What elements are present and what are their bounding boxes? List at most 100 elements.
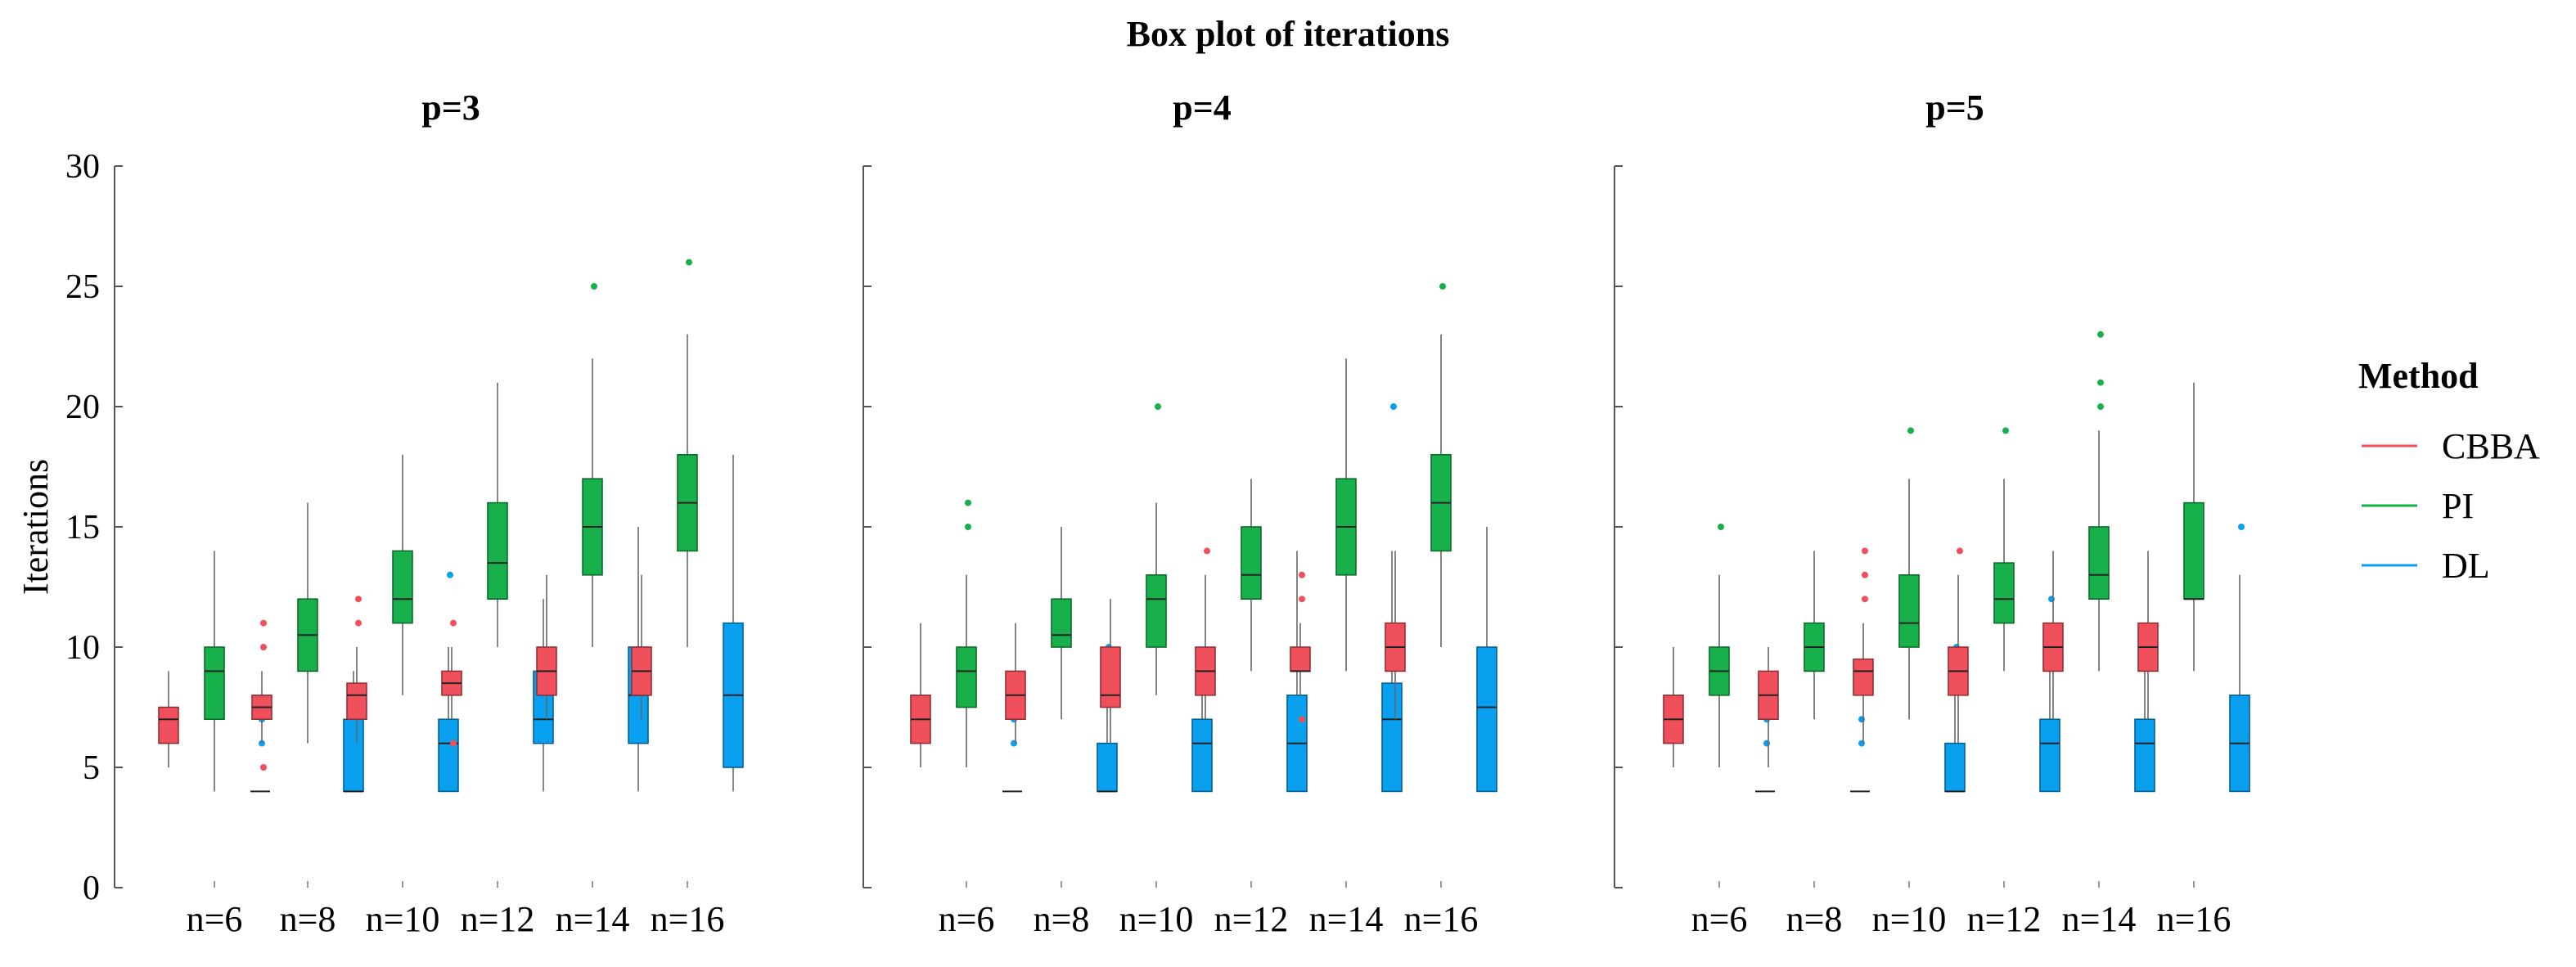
outlier-point: [260, 619, 267, 627]
box: [2134, 718, 2155, 793]
x-tick-label: n=10: [1872, 899, 1947, 939]
y-tick-label: 30: [65, 148, 100, 186]
box-dl-n6: [1002, 716, 1022, 793]
x-tick-label: n=10: [366, 899, 440, 939]
x-tick-label: n=8: [280, 899, 336, 939]
y-tick-label: 20: [65, 389, 100, 426]
box: [1146, 573, 1167, 648]
box: [204, 646, 225, 720]
box: [1097, 742, 1118, 793]
box: [158, 706, 179, 744]
box-cbba-n16: [2137, 551, 2159, 720]
outlier-point: [450, 740, 457, 747]
box-cbba-n12: [441, 619, 462, 747]
outlier-point: [2002, 427, 2009, 434]
box-dl-n10: [438, 571, 459, 793]
y-tick-label: 0: [83, 870, 100, 907]
outlier-point: [686, 259, 692, 266]
box-dl-n16: [723, 454, 744, 792]
box-pi-n14: [2088, 331, 2110, 672]
outlier-point: [1862, 547, 1868, 555]
box-cbba-n14: [2042, 551, 2064, 720]
box-cbba-n6: [1663, 647, 1684, 767]
outlier-point: [1862, 571, 1868, 578]
chart-title: Box plot of iterations: [1126, 14, 1450, 54]
box-cbba-n14: [536, 574, 557, 720]
box-cbba-n12: [1195, 547, 1216, 720]
box-pi-n14: [582, 283, 603, 647]
y-tick-label: 10: [65, 629, 100, 667]
box-pi-n6: [1709, 524, 1730, 767]
box-pi-n6: [204, 551, 225, 792]
x-tick-label: n=6: [939, 899, 995, 939]
x-tick-label: n=14: [556, 899, 630, 939]
outlier-point: [1299, 716, 1305, 723]
box: [346, 682, 367, 720]
box-dl-n14: [2134, 647, 2155, 793]
outlier-point: [1718, 524, 1724, 530]
y-axis-label: Iterations: [16, 459, 56, 595]
x-tick-label: n=14: [1309, 899, 1384, 939]
box-cbba-n10: [1853, 547, 1874, 744]
box-cbba-n10: [346, 596, 367, 744]
box-cbba-n8: [1005, 623, 1026, 744]
box-pi-n16: [1430, 283, 1452, 647]
box: [2183, 501, 2204, 600]
legend-title: Method: [2358, 356, 2479, 396]
box-pi-n8: [1051, 527, 1072, 720]
x-tick-label: n=6: [187, 899, 243, 939]
outlier-point: [965, 499, 971, 506]
box: [2039, 718, 2060, 793]
box-pi-n6: [956, 499, 977, 767]
outlier-point: [591, 283, 597, 290]
box-pi-n14: [1335, 358, 1357, 672]
box-dl-n8: [1097, 644, 1118, 793]
box-cbba-n12: [1948, 547, 1969, 744]
box-pi-n8: [1804, 551, 1825, 720]
outlier-point: [1439, 283, 1446, 290]
x-tick-label: n=10: [1119, 899, 1194, 939]
outlier-point: [260, 764, 267, 771]
outlier-point: [1862, 596, 1868, 603]
outlier-point: [260, 644, 267, 650]
x-tick-label: n=16: [651, 899, 725, 939]
panel-title: p=3: [421, 88, 480, 128]
box: [1290, 646, 1311, 672]
legend: Method CBBA PI DL: [2358, 356, 2540, 586]
panel-p-3: p=3 n=6 n=8 n=10 n=12 n=14 n=16: [114, 88, 744, 939]
outlier-point: [2097, 403, 2104, 410]
box: [1853, 658, 1874, 696]
box-pi-n12: [1993, 427, 2015, 672]
box-pi-n16: [2183, 382, 2204, 672]
box-cbba-n8: [1758, 647, 1779, 767]
x-tick-label: n=8: [1786, 899, 1843, 939]
x-tick-label: n=12: [461, 899, 535, 939]
outlier-point: [1907, 427, 1914, 434]
box-cbba-n16: [1385, 551, 1406, 720]
box-pi-n10: [392, 454, 413, 695]
outlier-point: [1957, 547, 1963, 555]
x-tick-label: n=16: [2157, 899, 2231, 939]
box-cbba-n16: [631, 574, 652, 720]
panel-title: p=5: [1925, 88, 1984, 128]
box-pi-n8: [297, 502, 318, 744]
panel-title: p=4: [1173, 88, 1232, 128]
y-tick-label: 5: [83, 749, 100, 787]
box: [438, 718, 459, 793]
outlier-point: [2097, 331, 2104, 338]
box-dl-n8: [1850, 716, 1870, 793]
legend-label-pi: PI: [2442, 486, 2474, 526]
box: [1100, 646, 1121, 708]
x-tick-label: n=12: [1214, 899, 1289, 939]
box-pi-n10: [1898, 427, 1920, 720]
box-cbba-n6: [910, 623, 931, 767]
x-tick-label: n=6: [1691, 899, 1748, 939]
outlier-point: [1011, 740, 1017, 747]
box-dl-n6: [1755, 716, 1775, 793]
y-tick-label: 15: [65, 509, 100, 546]
box: [1993, 562, 2015, 624]
x-tick-label: n=14: [2062, 899, 2137, 939]
outlier-point: [447, 571, 453, 578]
box-cbba-n10: [1100, 599, 1121, 744]
